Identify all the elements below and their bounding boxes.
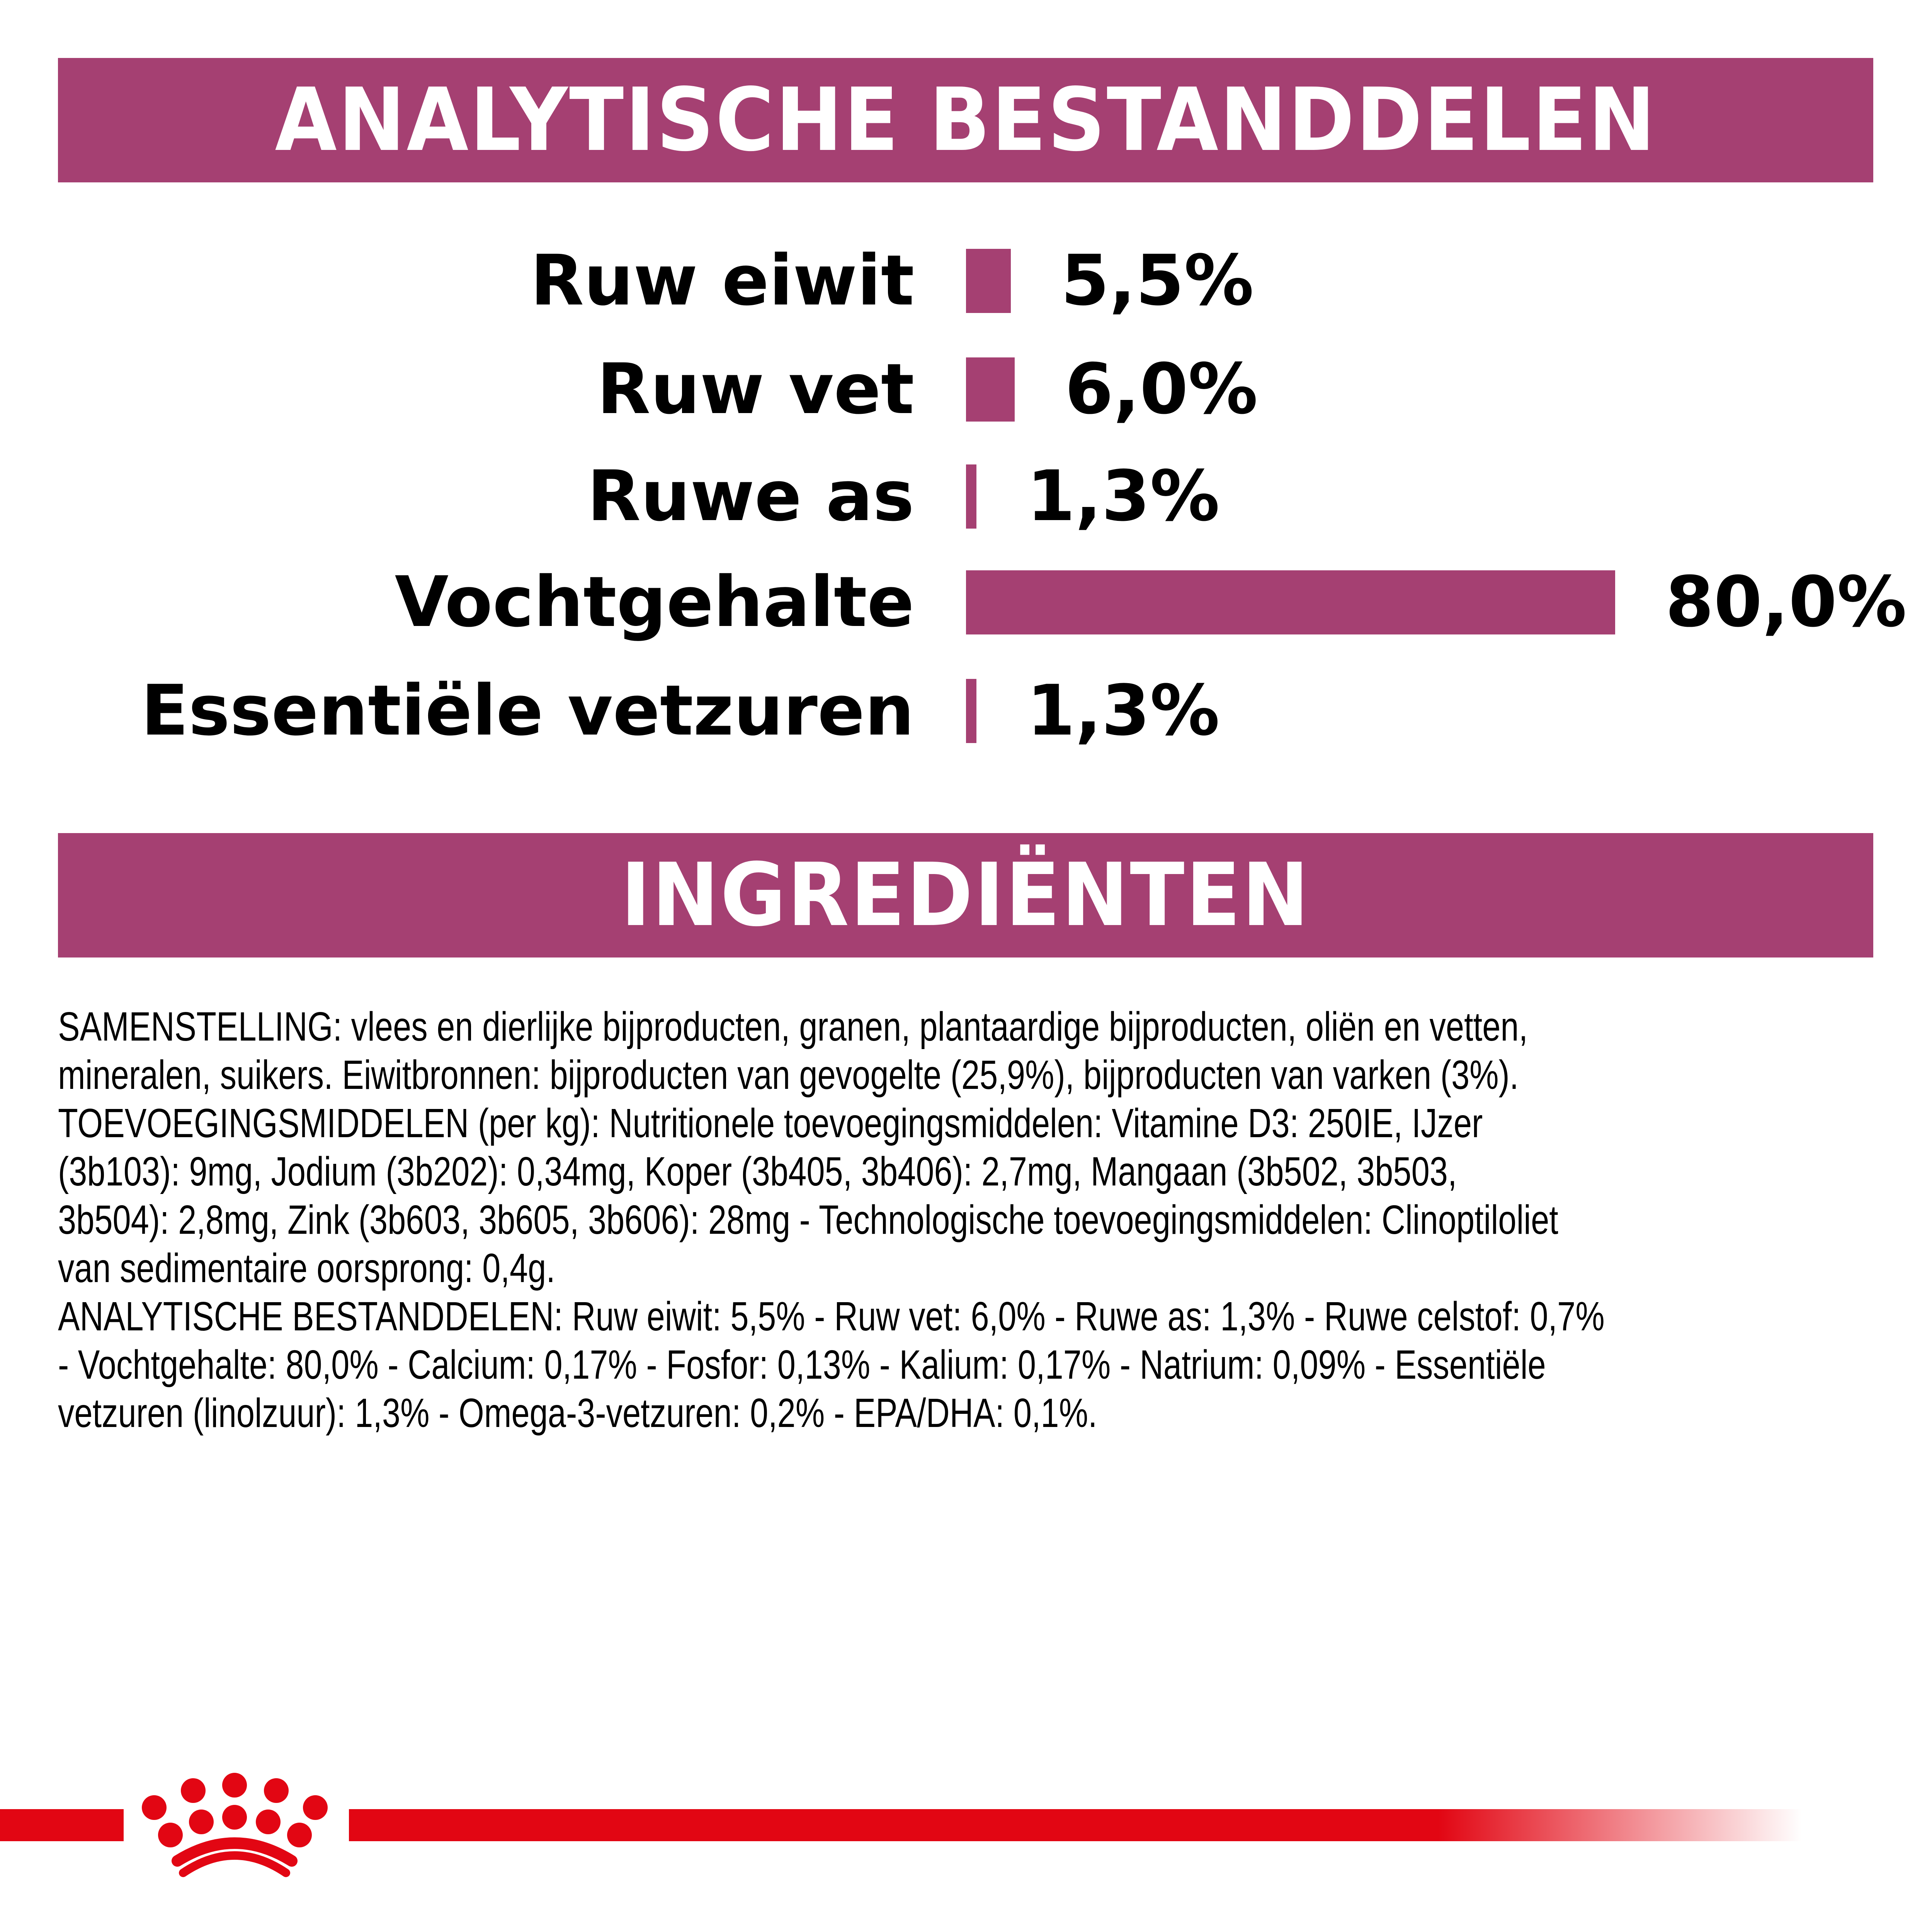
royal-canin-crown-logo-icon [142,1773,328,1877]
ingredients-line: van sedimentaire oorsprong: 0,4g. [58,1245,555,1291]
row-bar [966,570,1615,634]
row-label: Ruw vet [597,349,914,430]
ingredients-line: mineralen, suikers. Eiwitbronnen: bijpro… [58,1052,1519,1098]
row-bar [966,357,1015,422]
ingredients-line: TOEVOEGINGSMIDDELEN (per kg): Nutritione… [58,1100,1483,1146]
row-bar [966,679,977,743]
ingredients-line: 3b504): 2,8mg, Zink (3b603, 3b605, 3b606… [58,1197,1558,1243]
ingredients-header: INGREDIËNTEN [58,833,1873,957]
ingredients-title: INGREDIËNTEN [621,845,1311,946]
row-bar [966,249,1011,313]
row-value: 1,3% [1027,670,1220,751]
row-label: Vochtgehalte [395,562,914,643]
ingredients-line: ANALYTISCHE BESTANDDELEN: Ruw eiwit: 5,5… [58,1294,1605,1339]
row-value: 5,5% [1061,240,1254,321]
row-label: Essentiële vetzuren [141,670,914,751]
analytical-row: Ruwe as 1,3% [0,458,1932,535]
ingredients-text: SAMENSTELLING: vlees en dierlijke bijpro… [58,1003,1932,1437]
ingredients-line: - Vochtgehalte: 80,0% - Calcium: 0,17% -… [58,1342,1546,1388]
footer-red-bar-left [0,1809,124,1841]
row-value: 1,3% [1027,456,1220,537]
analytical-row: Ruw vet 6,0% [0,351,1932,428]
analytical-row: Essentiële vetzuren 1,3% [0,672,1932,750]
ingredients-line: SAMENSTELLING: vlees en dierlijke bijpro… [58,1004,1528,1049]
row-bar [966,464,977,529]
ingredients-line: (3b103): 9mg, Jodium (3b202): 0,34mg, Ko… [58,1149,1457,1194]
ingredients-line: vetzuren (linolzuur): 1,3% - Omega-3-vet… [58,1390,1097,1436]
row-value: 80,0% [1665,562,1907,643]
analytical-row: Vochtgehalte 80,0% [0,564,1932,641]
analytical-title: ANALYTISCHE BESTANDDELEN [275,70,1656,171]
row-label: Ruwe as [587,456,914,537]
analytical-header: ANALYTISCHE BESTANDDELEN [58,58,1873,182]
footer-red-bar-right [349,1809,1802,1841]
row-value: 6,0% [1065,349,1258,430]
analytical-row: Ruw eiwit 5,5% [0,242,1932,320]
row-label: Ruw eiwit [530,240,914,321]
